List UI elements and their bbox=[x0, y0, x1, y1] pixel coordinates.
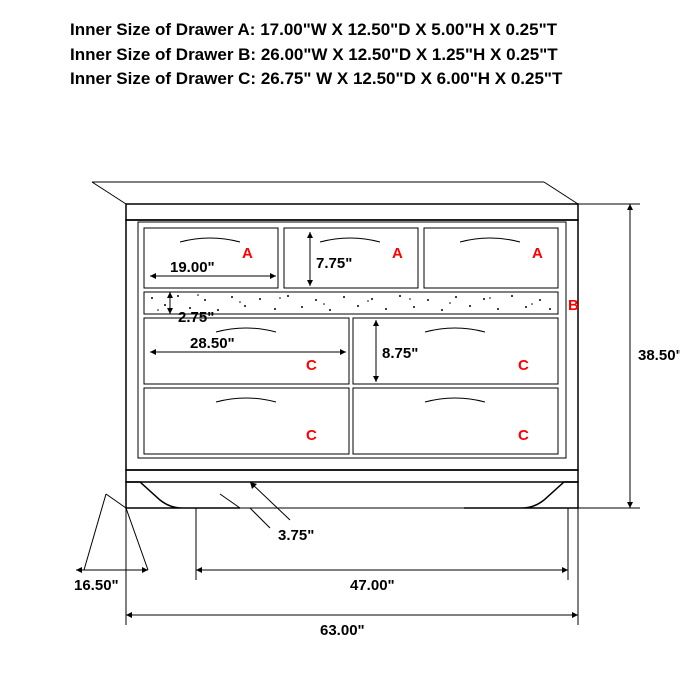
label-a2: A bbox=[392, 245, 403, 262]
label-c3: C bbox=[306, 427, 317, 444]
spec-c: Inner Size of Drawer C: 26.75" W X 12.50… bbox=[70, 67, 562, 92]
dim-165: 16.50" bbox=[74, 577, 119, 594]
label-c2: C bbox=[518, 357, 529, 374]
dim-47: 47.00" bbox=[350, 577, 395, 594]
dim-385: 38.50" bbox=[638, 347, 680, 364]
dim-375: 3.75" bbox=[278, 527, 314, 544]
label-c1: C bbox=[306, 357, 317, 374]
dim-19: 19.00" bbox=[170, 259, 215, 276]
label-a3: A bbox=[532, 245, 543, 262]
dim-875: 8.75" bbox=[382, 345, 418, 362]
dim-275: 2.75" bbox=[178, 309, 214, 326]
spec-b: Inner Size of Drawer B: 26.00"W X 12.50"… bbox=[70, 43, 562, 68]
label-c4: C bbox=[518, 427, 529, 444]
dim-285: 28.50" bbox=[190, 335, 235, 352]
dim-775: 7.75" bbox=[316, 255, 352, 272]
spec-list: Inner Size of Drawer A: 17.00"W X 12.50"… bbox=[70, 18, 562, 92]
spec-a: Inner Size of Drawer A: 17.00"W X 12.50"… bbox=[70, 18, 562, 43]
dresser-diagram: A A A B C C C C 19.00" 7.75" 2.75" 28.50… bbox=[20, 170, 680, 680]
label-b: B bbox=[568, 297, 579, 314]
label-a1: A bbox=[242, 245, 253, 262]
dim-63: 63.00" bbox=[320, 622, 365, 639]
